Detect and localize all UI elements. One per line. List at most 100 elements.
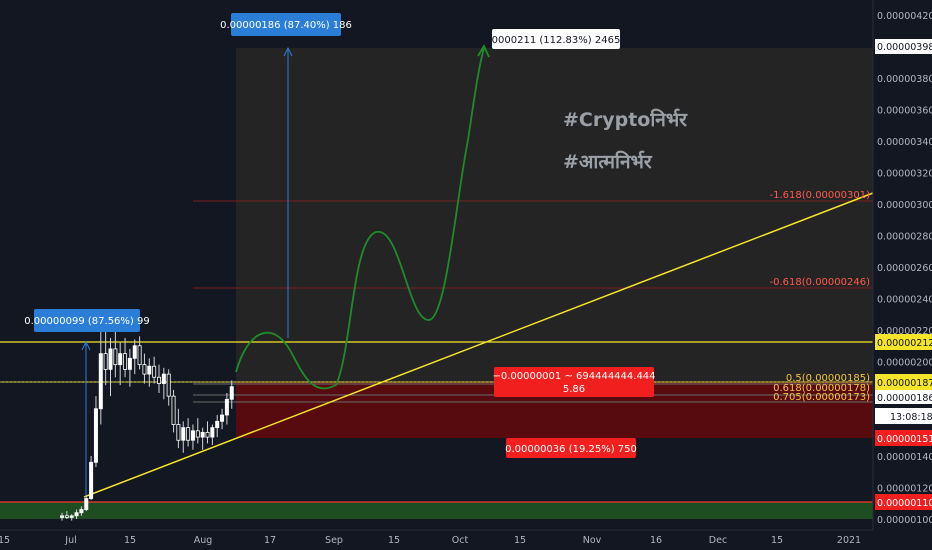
fib-label-05: 0.5(0.00000185) — [786, 373, 870, 384]
candle — [137, 336, 142, 370]
price-tick-label: 0.00000120 — [877, 484, 932, 495]
price-tick-label: 0.00000380 — [877, 74, 932, 85]
candle — [176, 408, 181, 449]
price-label-212: 0.00000212 — [875, 334, 932, 350]
candle — [190, 424, 195, 450]
candle — [142, 353, 147, 384]
svg-text:0.00000186: 0.00000186 — [877, 393, 932, 404]
time-tick-label: 16 — [650, 535, 662, 546]
candle — [132, 339, 137, 375]
price-tick-label: 0.00000360 — [877, 106, 932, 117]
price-tick-label: 0.00000420 — [877, 11, 932, 22]
trendline[interactable] — [83, 192, 874, 498]
candle — [161, 367, 166, 400]
candle — [89, 456, 94, 501]
measure-box-main[interactable]: 0.00000186 (87.40%) 186 — [220, 13, 352, 36]
fib-label-0618b: 0.618(0.00000178) — [773, 383, 870, 394]
candle — [205, 421, 210, 444]
measure-box-risk[interactable]: 0.00000036 (19.25%) 750 — [505, 438, 637, 458]
candle — [123, 337, 128, 378]
price-tick-label: 0.00000100 — [877, 515, 932, 526]
candle — [171, 389, 176, 433]
measure-box-range[interactable]: −0.00000001 ~ 694444444.444 5.86 — [492, 367, 656, 397]
fib-label-0705: 0.705(0.00000173) — [773, 392, 870, 403]
projection-box — [236, 48, 873, 382]
svg-text:0.00000212: 0.00000212 — [877, 338, 932, 349]
measure-box-main-text: 0.00000186 (87.40%) 186 — [220, 20, 352, 31]
time-ticks: 15 Jul 15 Aug 17 Sep 15 Oct 15 Nov 16 Dec 15 2021 — [0, 535, 861, 546]
measure-box-left-text: 0.00000099 (87.56%) 99 — [24, 316, 149, 327]
candles-group — [60, 314, 234, 521]
fib-label-0618: -0.618(0.00000246) — [770, 277, 871, 288]
time-tick-label: 2021 — [837, 535, 861, 546]
projection-path — [235, 47, 485, 390]
time-tick-label: Jul — [64, 535, 76, 546]
price-label-398: 0.00000398 — [875, 39, 932, 54]
candle — [200, 427, 205, 450]
time-tick-label: 15 — [388, 535, 400, 546]
candle — [186, 418, 191, 447]
fib-label-1618: -1.618(0.00000301) — [770, 190, 871, 201]
time-tick-label: 15 — [124, 535, 136, 546]
price-tick-label: 0.00000140 — [877, 452, 932, 463]
price-label-110: 0.00000110 — [875, 494, 932, 510]
candle — [118, 342, 123, 386]
hashtag-1: #Cryptoनिर्भर — [563, 108, 688, 131]
support-zone — [0, 502, 873, 519]
time-axis[interactable] — [0, 530, 873, 550]
price-label-current: 0.00000186 — [875, 390, 932, 404]
candle — [127, 348, 132, 387]
measure-box-range-sub: 5.86 — [563, 384, 585, 395]
candle — [152, 356, 157, 384]
candle — [113, 330, 118, 378]
candle — [156, 364, 161, 393]
price-tick-label: 0.00000260 — [877, 263, 932, 274]
hashtag-2: #आत्मनिर्भर — [563, 150, 653, 173]
price-axis[interactable] — [873, 0, 932, 550]
time-tick-label: Aug — [194, 535, 213, 546]
candle — [60, 512, 65, 521]
time-tick-label: 15 — [771, 535, 783, 546]
candle — [220, 408, 225, 430]
price-tick-label: 0.00000300 — [877, 200, 932, 211]
time-tick-label: Sep — [325, 535, 343, 546]
price-tick-label: 0.00000200 — [877, 358, 932, 369]
measure-box-left[interactable]: 0.00000099 (87.56%) 99 — [24, 309, 150, 332]
svg-text:0.00000151: 0.00000151 — [877, 434, 932, 445]
svg-text:0.00000187: 0.00000187 — [877, 378, 932, 389]
time-tick-label: 17 — [264, 535, 276, 546]
candle — [64, 511, 69, 519]
price-label-151: 0.00000151 — [875, 430, 932, 446]
measure-box-range-text: −0.00000001 ~ 694444444.444 — [492, 371, 655, 382]
candle — [147, 358, 152, 387]
candle — [224, 393, 229, 425]
candle — [229, 380, 234, 409]
candle — [181, 421, 186, 453]
svg-text:0.00000110: 0.00000110 — [877, 498, 932, 509]
time-tick-label: 15 — [0, 535, 10, 546]
price-tick-label: 0.00000240 — [877, 295, 932, 306]
candle — [195, 418, 200, 444]
time-tick-label: 15 — [514, 535, 526, 546]
measure-arrow-head-left — [81, 340, 91, 351]
measure-box-target-text: 0.00000211 (112.83%) 2465.28 — [476, 35, 636, 46]
candle — [108, 337, 113, 397]
svg-text:0.00000398: 0.00000398 — [877, 42, 932, 53]
time-tick-label: Dec — [709, 535, 727, 546]
price-tick-label: 0.00000340 — [877, 137, 932, 148]
measure-box-target[interactable]: 0.00000211 (112.83%) 2465.28 — [476, 29, 636, 49]
candle — [79, 506, 84, 516]
projection-arrow-head — [477, 44, 490, 58]
price-tick-label: 0.00000220 — [877, 326, 932, 337]
candle — [98, 322, 103, 425]
price-label-187: 0.00000187 — [875, 374, 932, 390]
measure-arrow-head-main — [283, 46, 293, 57]
candle — [166, 369, 171, 406]
candle — [93, 396, 98, 468]
svg-text:13:08:18: 13:08:18 — [890, 412, 932, 423]
candle — [210, 424, 215, 445]
price-tick-label: 0.00000280 — [877, 232, 932, 243]
candle — [74, 509, 79, 519]
candle — [84, 495, 89, 512]
